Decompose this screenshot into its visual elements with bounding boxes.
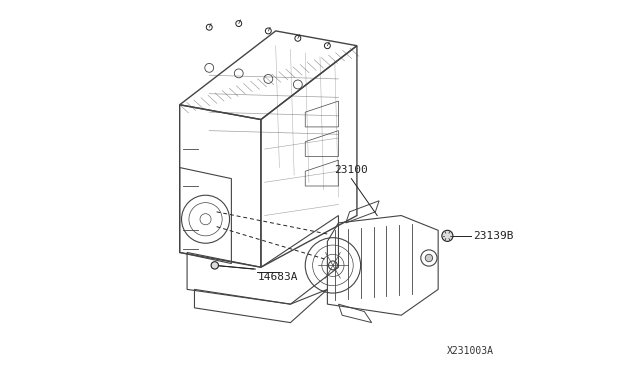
Circle shape — [442, 230, 453, 241]
Text: 23139B: 23139B — [473, 231, 514, 241]
Circle shape — [211, 262, 218, 269]
Text: 14683A: 14683A — [257, 272, 298, 282]
Text: 23100: 23100 — [335, 165, 368, 175]
Text: X231003A: X231003A — [447, 346, 493, 356]
Circle shape — [425, 254, 433, 262]
